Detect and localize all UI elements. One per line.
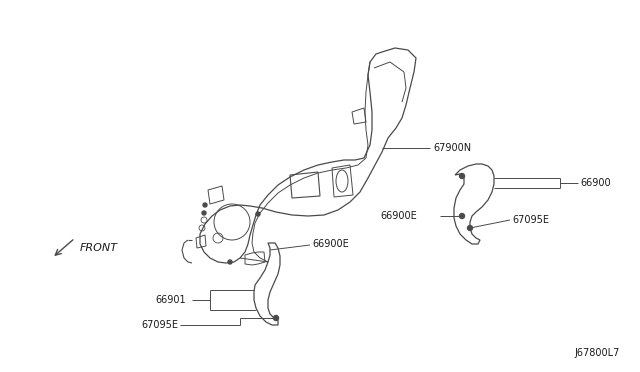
Text: 66900E: 66900E [312, 239, 349, 249]
Text: 66900: 66900 [580, 178, 611, 188]
Circle shape [460, 173, 465, 179]
Circle shape [256, 212, 260, 216]
Circle shape [203, 203, 207, 207]
Text: J67800L7: J67800L7 [575, 348, 620, 358]
Text: 67095E: 67095E [141, 320, 178, 330]
Circle shape [202, 211, 206, 215]
Text: 67900N: 67900N [433, 143, 471, 153]
Text: 66900E: 66900E [380, 211, 417, 221]
Circle shape [228, 260, 232, 264]
Circle shape [273, 315, 278, 321]
Text: 67095E: 67095E [512, 215, 549, 225]
Text: FRONT: FRONT [80, 243, 118, 253]
Circle shape [467, 225, 472, 231]
Text: 66901: 66901 [155, 295, 186, 305]
Circle shape [460, 214, 465, 218]
